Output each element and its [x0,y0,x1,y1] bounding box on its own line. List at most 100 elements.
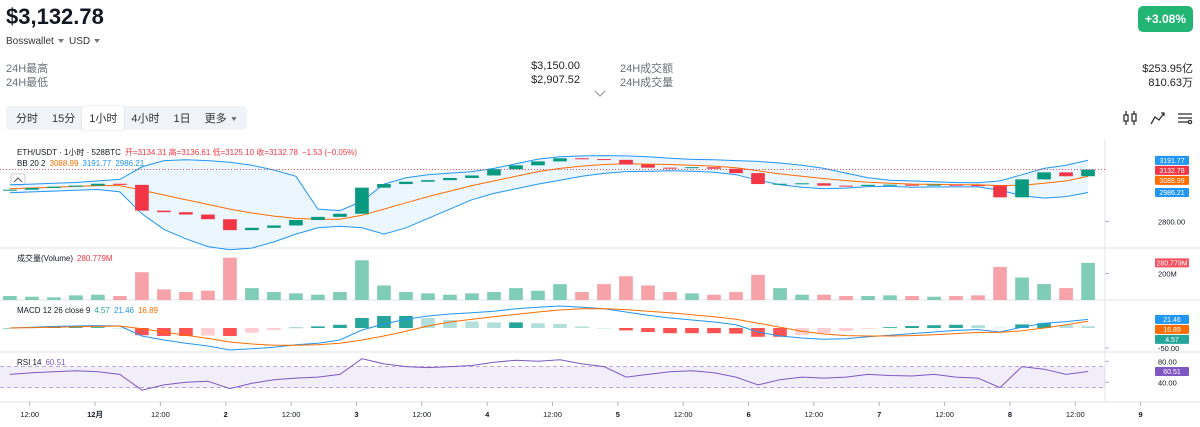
currency-select[interactable]: USD [69,36,101,47]
candle [773,183,787,185]
candle [949,184,963,186]
macd-histogram-bar [421,318,435,328]
macd-histogram-bar [927,325,941,328]
x-tick-label: 12:00 [151,410,170,419]
axis-badge [1155,175,1189,185]
volume-bar [949,296,963,300]
volume-bar [597,284,611,300]
axis-badge-label: 3191.77 [1159,158,1184,165]
y-tick-label: 80.00 [1158,357,1177,366]
macd-histogram-bar [949,324,963,328]
x-tick-label: 12:00 [282,410,301,419]
x-tick-label: 12:00 [674,410,693,419]
x-tick-label: 12:00 [543,410,562,419]
bb-mid: 3088.99 [49,159,79,168]
volume-bar [223,257,237,300]
volume-bar [377,285,391,300]
volume-bar [1081,262,1095,300]
candle [861,184,875,186]
candle [1081,169,1095,177]
candle [795,183,809,185]
interval-tab[interactable]: 更多 [198,106,244,130]
x-tick-label: 7 [877,410,881,419]
stat-value: $2,907.52 [531,74,580,86]
macd-histogram-bar [531,323,545,328]
volume-title: 成交量(Volume) [17,254,74,263]
candle [553,158,567,162]
stat-label: 24H成交额 [620,63,674,75]
axis-badge [1155,155,1189,165]
macd-histogram-bar [135,328,149,336]
volume-bar [971,295,985,300]
candle [421,180,435,182]
candle [223,219,237,231]
volume-bar [69,295,83,300]
volume-bar [1059,288,1073,300]
interval-tab[interactable]: 4小时 [131,113,160,125]
volume-bar [509,288,523,300]
candle [509,165,523,170]
candle [575,158,589,160]
macd-histogram-bar [575,326,589,328]
macd-histogram-bar [333,324,347,328]
x-tick-label: 2 [224,410,228,419]
y-tick-label: -50.00 [1158,344,1179,353]
signal-line [9,308,1089,346]
macd-histogram-bar [971,325,985,328]
expand-chevron[interactable] [594,90,606,98]
candle [399,181,413,185]
macd-histogram-bar [685,328,699,334]
settings-icon[interactable] [1178,113,1193,125]
hist-last: 4.57 [94,306,110,315]
candle [729,168,743,174]
candle [465,175,479,178]
volume-bar [91,294,105,300]
x-tick-label: 5 [616,410,620,419]
price-legend: ETH/USDT · 1小时 · 528BTC 开=3134.31 高=3136.… [17,147,361,158]
volume-bar [707,294,721,300]
macd-histogram-bar [399,316,413,328]
y-tick-label: 200M [1158,270,1177,279]
x-tick-label: 12:00 [20,410,39,419]
volume-bar [993,266,1007,300]
change-badge: +3.08% [1138,6,1193,32]
candle [1059,172,1073,177]
macd-histogram-bar [179,328,193,336]
candle [377,184,391,188]
volume-bar [267,292,281,300]
volume-bar [729,292,743,300]
volume-bar [839,296,853,300]
axis-badge-label: 3132.78 [1159,168,1184,175]
rsi-title: RSI 14 [17,358,42,367]
line-icon[interactable] [1150,112,1165,125]
candle [663,167,677,169]
candle [157,210,171,213]
volume-last: 280.779M [77,254,113,263]
interval-tab[interactable]: 1日 [173,113,191,125]
indicator-icon[interactable] [1123,111,1137,125]
axis-badge-label: 3088.99 [1159,178,1184,185]
candle [531,161,545,166]
axis-badge [1155,314,1189,324]
x-tick-label: 12:00 [1066,410,1085,419]
volume-bar [927,296,941,300]
volume-bar [905,296,919,300]
macd-histogram-bar [223,328,237,336]
currency: USD [69,36,91,47]
interval-tab[interactable]: 分时 [16,113,38,125]
candle [707,167,721,169]
x-tick-label: 4 [485,410,490,419]
change: −1.53 (−0.05%) [301,148,358,157]
collapse-button[interactable] [10,173,26,186]
macd-legend: MACD 12 26 close 9 4.57 21.46 16.89 [17,306,162,315]
macd-histogram-bar [443,320,457,328]
volume-bar [399,292,413,300]
interval-tab[interactable]: 1小时 [82,106,125,130]
interval-tab[interactable]: 15分 [52,113,76,125]
x-tick-label: 6 [746,410,750,419]
candle [289,220,303,226]
macd-histogram-bar [619,328,633,331]
exchange-select[interactable]: Bosswallet [6,36,64,47]
macd-histogram-bar [553,324,567,328]
